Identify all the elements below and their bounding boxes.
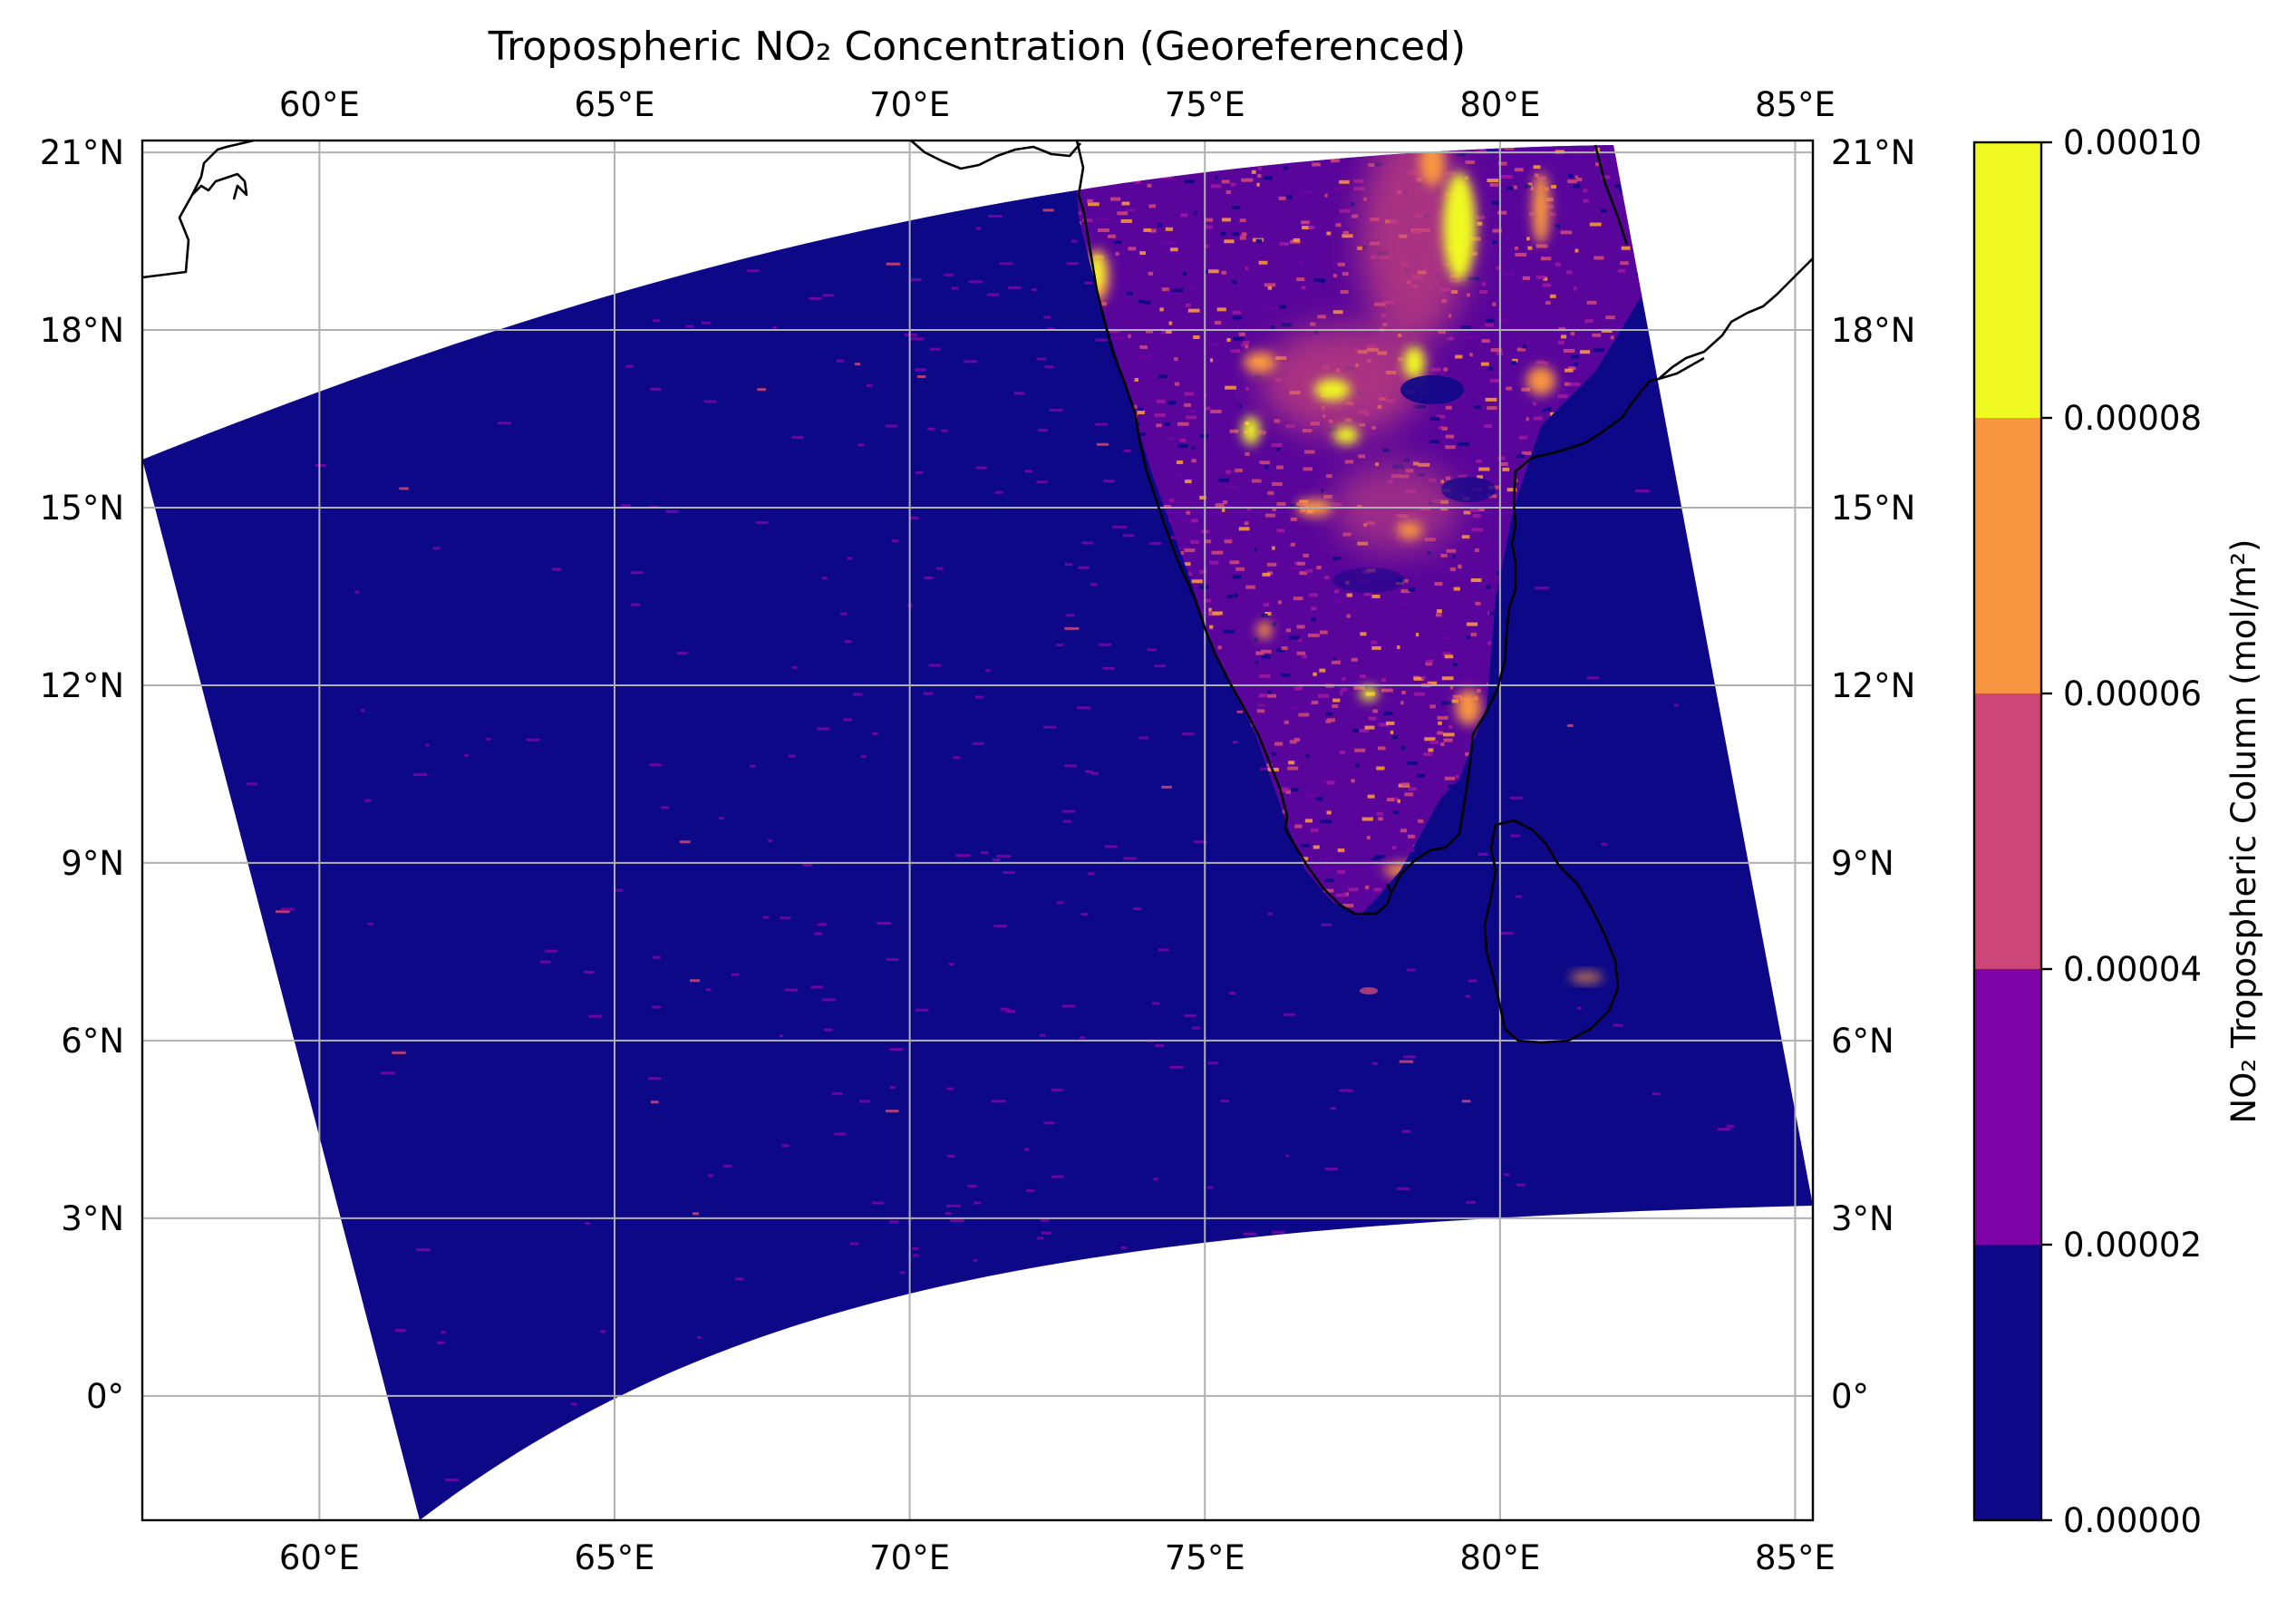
lat-tick-label-right: 18°N	[1831, 311, 1915, 350]
lon-tick-label-bottom: 80°E	[1459, 1538, 1540, 1577]
lon-labels-top: 60°E 65°E 70°E 75°E 80°E 85°E	[279, 85, 1836, 124]
coastline-bay-top	[1594, 144, 1629, 246]
colorbar-ticks: 0.00000 0.00002 0.00004 0.00006 0.00008 0.000…	[2041, 123, 2202, 1540]
lat-tick-label-right: 9°N	[1831, 844, 1894, 883]
colorbar-bin	[1974, 1245, 2041, 1520]
lon-tick-label-top: 65°E	[575, 85, 655, 124]
colorbar-tick-label: 0.00006	[2063, 674, 2202, 713]
colorbar-bin	[1974, 418, 2041, 693]
colorbar-tick-label: 0.00008	[2063, 399, 2202, 438]
coastline-arabia	[142, 141, 255, 279]
coastline-oman-detail	[191, 172, 248, 200]
lat-tick-label-right: 3°N	[1831, 1199, 1894, 1238]
lat-tick-label-left: 0°	[86, 1377, 124, 1416]
lon-tick-label-bottom: 75°E	[1165, 1538, 1245, 1577]
lat-tick-label-right: 6°N	[1831, 1022, 1894, 1061]
lon-tick-label-bottom: 70°E	[869, 1538, 950, 1577]
lat-tick-label-left: 12°N	[40, 666, 124, 705]
lat-tick-label-right: 12°N	[1831, 666, 1915, 705]
lon-tick-label-bottom: 85°E	[1755, 1538, 1836, 1577]
colorbar-tick-label: 0.00000	[2063, 1501, 2202, 1540]
colorbar-bin	[1974, 693, 2041, 969]
lat-labels-left: 21°N 18°N 15°N 12°N 9°N 6°N 3°N 0°	[40, 133, 124, 1416]
lat-tick-label-right: 21°N	[1831, 133, 1915, 172]
lon-tick-label-top: 75°E	[1165, 85, 1245, 124]
lon-tick-label-top: 60°E	[279, 85, 360, 124]
colorbar-tick-label: 0.00010	[2063, 123, 2202, 162]
colorbar-frame	[1972, 141, 2043, 1522]
lat-tick-label-right: 0°	[1831, 1377, 1869, 1416]
colorbar-label: NO₂ Tropospheric Column (mol/m²)	[2224, 539, 2263, 1124]
colorbar	[1974, 142, 2041, 1520]
coastline-india-west	[1075, 141, 1393, 916]
lon-tick-label-top: 70°E	[869, 85, 950, 124]
colorbar-tick-label: 0.00002	[2063, 1226, 2202, 1265]
coastlines	[142, 141, 1813, 1044]
coastline-gujarat	[910, 141, 1081, 170]
lon-tick-label-top: 80°E	[1459, 85, 1540, 124]
lon-labels-bottom: 60°E 65°E 70°E 75°E 80°E 85°E	[279, 1538, 1836, 1577]
lat-tick-label-left: 15°N	[40, 489, 124, 528]
map-frame	[140, 139, 1815, 1522]
colorbar-bin	[1974, 969, 2041, 1245]
lat-tick-label-left: 3°N	[61, 1199, 124, 1238]
colorbar-tick-label: 0.00004	[2063, 950, 2202, 989]
map-title: Tropospheric NO₂ Concentration (Georefer…	[488, 24, 1466, 70]
colorbar-bin	[1974, 142, 2041, 418]
lon-tick-label-bottom: 65°E	[575, 1538, 655, 1577]
lon-tick-label-top: 85°E	[1755, 85, 1836, 124]
map-gridlines	[142, 141, 1813, 1520]
coastline-india-east-top	[1658, 356, 1705, 381]
coastline-srilanka	[1483, 819, 1620, 1044]
lat-tick-label-left: 9°N	[61, 844, 124, 883]
lon-tick-label-bottom: 60°E	[279, 1538, 360, 1577]
lat-tick-label-left: 6°N	[61, 1022, 124, 1061]
lat-tick-label-left: 21°N	[40, 133, 124, 172]
coastline-india-east	[1390, 257, 1813, 894]
lat-tick-label-right: 15°N	[1831, 489, 1915, 528]
lat-tick-label-left: 18°N	[40, 311, 124, 350]
map-plot-area	[142, 141, 1813, 1520]
lat-labels-right: 21°N 18°N 15°N 12°N 9°N 6°N 3°N 0°	[1831, 133, 1915, 1416]
